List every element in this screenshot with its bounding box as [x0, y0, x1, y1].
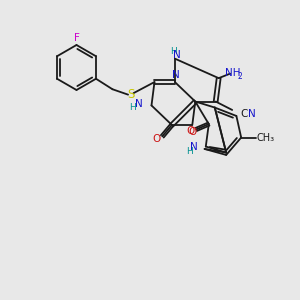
Text: O: O: [187, 126, 195, 136]
Text: N: N: [248, 109, 256, 118]
Text: H: H: [170, 46, 177, 56]
Text: N: N: [172, 70, 179, 80]
Text: N: N: [135, 99, 143, 109]
Text: S: S: [127, 88, 134, 100]
Text: NH: NH: [225, 68, 241, 78]
Text: 2: 2: [237, 72, 242, 81]
Text: C: C: [241, 109, 248, 118]
Text: H: H: [129, 103, 136, 112]
Text: O: O: [153, 134, 161, 144]
Text: H: H: [186, 147, 193, 156]
Text: CH₃: CH₃: [256, 133, 274, 142]
Text: F: F: [74, 33, 80, 43]
Text: O: O: [189, 127, 197, 136]
Text: N: N: [172, 50, 180, 60]
Text: N: N: [190, 142, 197, 152]
